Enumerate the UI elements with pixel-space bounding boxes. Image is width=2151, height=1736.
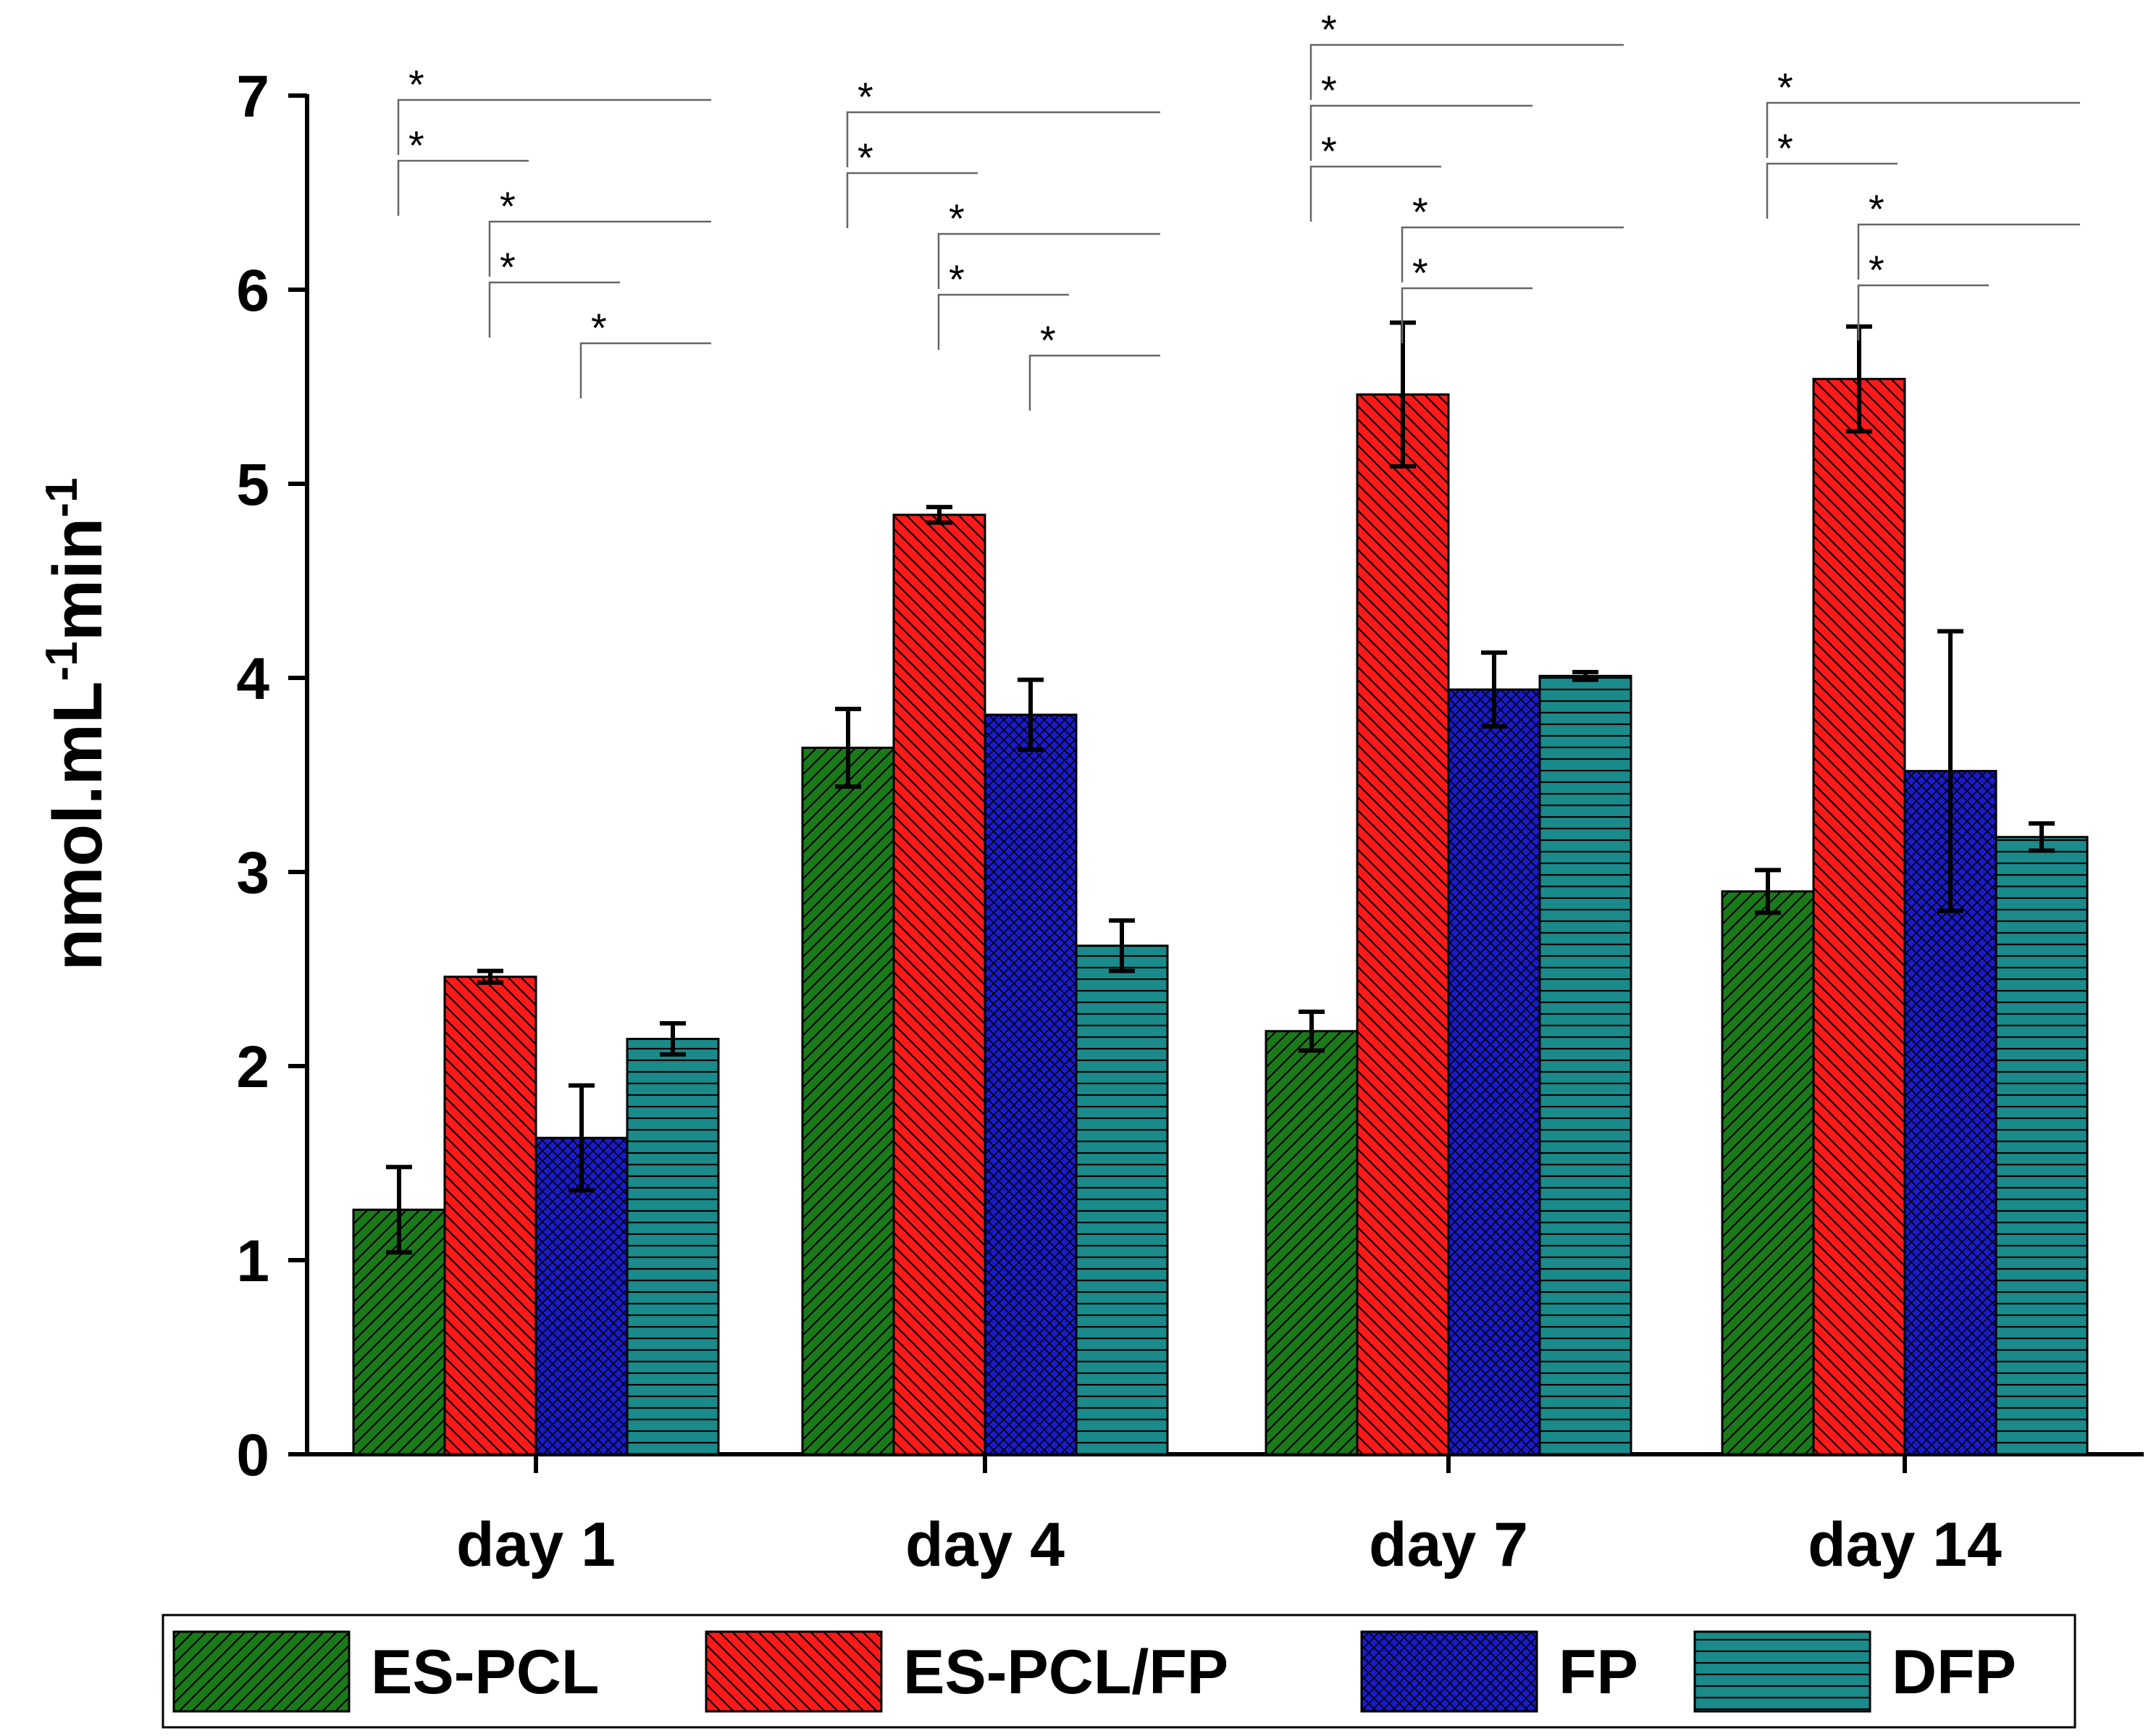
bar-es-pcl-fp-3 (1812, 377, 1906, 1456)
significance-star: * (1321, 7, 1337, 52)
significance-star: * (1869, 186, 1884, 232)
significance-star: * (858, 135, 873, 180)
significance-bracket (397, 98, 711, 155)
bar-es-pcl-fp-0 (443, 976, 537, 1456)
error-bar (1755, 868, 1781, 915)
bar-dfp-2 (1538, 674, 1632, 1456)
significance-bracket (579, 342, 711, 398)
significance-bracket (1309, 43, 1624, 100)
significance-star: * (1412, 250, 1428, 295)
legend-label: ES-PCL/FP (903, 1638, 1228, 1707)
x-category-label: day 14 (1808, 1510, 2002, 1580)
error-bar (569, 1083, 595, 1193)
y-tick-label: 5 (236, 452, 269, 518)
significance-star: * (949, 256, 965, 302)
significance-bracket (937, 293, 1069, 350)
significance-star: * (591, 305, 607, 351)
x-category-label: day 7 (1369, 1510, 1528, 1580)
significance-bracket (1857, 223, 2080, 280)
significance-bracket (1309, 104, 1532, 161)
significance-star: * (408, 122, 424, 168)
significance-bracket (1309, 165, 1441, 222)
significance-bracket (1028, 354, 1160, 411)
y-tick-label: 2 (236, 1034, 269, 1100)
significance-bracket (1857, 284, 1989, 340)
significance-bracket (1401, 287, 1532, 343)
legend-swatch-es-pcl-fp (705, 1630, 883, 1713)
legend-swatch-fp (1360, 1630, 1538, 1713)
error-bar (1481, 650, 1507, 729)
error-bar (2029, 821, 2055, 853)
significance-star: * (1321, 128, 1337, 174)
significance-star: * (500, 183, 516, 229)
legend-label: ES-PCL (371, 1638, 599, 1707)
significance-star: * (858, 74, 873, 119)
significance-bracket (937, 232, 1160, 289)
significance-bracket (488, 220, 711, 277)
significance-star: * (500, 244, 516, 290)
axes: 0 1 2 3 4 5 6 7 day 1 day 4 day 7 day 14 (236, 64, 2144, 1580)
significance-star: * (408, 62, 424, 107)
bar-es-pcl-fp-2 (1356, 393, 1450, 1456)
significance-bracket (1766, 101, 2080, 158)
error-bar (386, 1165, 412, 1255)
error-bar (926, 505, 952, 525)
error-bar (477, 968, 503, 985)
significance-bracket (1401, 226, 1624, 282)
y-tick-label: 0 (236, 1422, 269, 1488)
legend-swatch-es-pcl (172, 1630, 351, 1713)
significance-bracket (397, 159, 529, 216)
significance-bracket (488, 281, 620, 337)
bar-fp-1 (984, 713, 1078, 1456)
significance-star: * (1040, 317, 1056, 363)
significance-bracket (846, 111, 1160, 167)
significance-star: * (949, 196, 965, 241)
y-tick-label: 7 (236, 64, 269, 130)
error-bars (386, 320, 2055, 1255)
bar-es-pcl-2 (1265, 1030, 1359, 1456)
significance-bracket (1766, 162, 1898, 219)
bar-fp-2 (1447, 688, 1541, 1456)
error-bar (1299, 1009, 1325, 1053)
bar-es-pcl-1 (801, 746, 895, 1456)
bar-es-pcl-3 (1721, 890, 1815, 1456)
bars (352, 377, 2089, 1456)
significance-star: * (1777, 125, 1793, 171)
legend: ES-PCL ES-PCL/FP FP DFP (162, 1614, 2076, 1729)
y-tick-label: 6 (236, 258, 269, 324)
y-axis-label: nmol.mL-1min-1 (37, 478, 117, 971)
y-tick-label: 4 (236, 646, 269, 712)
y-tick-label: 1 (236, 1228, 269, 1294)
error-bar (1018, 677, 1044, 752)
x-category-label: day 1 (456, 1510, 616, 1580)
x-category-label: day 4 (905, 1510, 1065, 1580)
legend-swatch-dfp (1693, 1630, 1871, 1713)
legend-label: FP (1559, 1638, 1638, 1707)
significance-star: * (1412, 189, 1428, 235)
error-bar (660, 1021, 686, 1057)
significance-star: * (1321, 67, 1337, 113)
bar-dfp-3 (1995, 836, 2089, 1456)
error-bar (835, 706, 861, 789)
significance-brackets: * * * * * * * * * * * * * * * * * * * (397, 7, 2080, 411)
legend-label: DFP (1892, 1638, 2016, 1707)
bar-dfp-0 (626, 1037, 720, 1456)
y-tick-label: 3 (236, 840, 269, 906)
significance-star: * (1869, 247, 1884, 293)
error-bar (1572, 669, 1598, 682)
bar-es-pcl-fp-1 (892, 513, 986, 1456)
error-bar (1937, 629, 1963, 913)
significance-bracket (846, 172, 978, 228)
error-bar (1109, 918, 1135, 973)
bar-dfp-1 (1075, 944, 1169, 1456)
significance-star: * (1777, 64, 1793, 110)
